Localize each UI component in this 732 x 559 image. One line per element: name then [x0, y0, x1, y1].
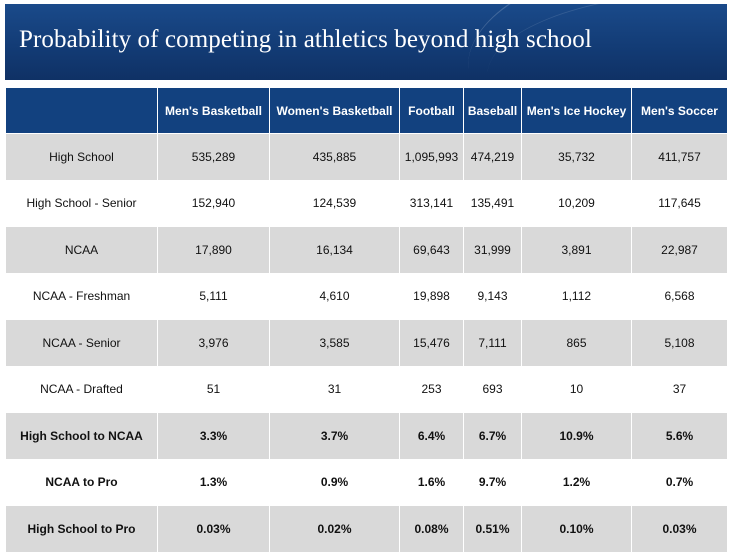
table-cell: 4,610 — [269, 272, 400, 320]
table-cell: 474,219 — [463, 133, 522, 181]
table-cell: 7,111 — [463, 319, 522, 367]
table-row: High School to NCAA 3.3% 3.7% 6.4% 6.7% … — [5, 412, 728, 460]
table-cell: 0.7% — [631, 458, 728, 506]
table-cell: 0.51% — [463, 505, 522, 553]
table-cell: 693 — [463, 365, 522, 413]
row-label: High School to Pro — [5, 505, 158, 553]
table-cell: 117,645 — [631, 179, 728, 227]
table-cell: 31,999 — [463, 226, 522, 274]
table-cell: 6.7% — [463, 412, 522, 460]
table-cell: 5,108 — [631, 319, 728, 367]
table-cell: 0.03% — [157, 505, 270, 553]
table-cell: 1.3% — [157, 458, 270, 506]
page-title: Probability of competing in athletics be… — [19, 26, 592, 53]
row-label: NCAA - Freshman — [5, 272, 158, 320]
table-cell: 3.3% — [157, 412, 270, 460]
table-cell: 10,209 — [521, 179, 632, 227]
table-cell: 9.7% — [463, 458, 522, 506]
table-cell: 1.6% — [399, 458, 464, 506]
table-cell: 69,643 — [399, 226, 464, 274]
table-row: NCAA - Senior 3,976 3,585 15,476 7,111 8… — [5, 319, 728, 367]
table-cell: 152,940 — [157, 179, 270, 227]
header-football: Football — [399, 87, 464, 134]
table-row: NCAA 17,890 16,134 69,643 31,999 3,891 2… — [5, 226, 728, 274]
row-label: NCAA to Pro — [5, 458, 158, 506]
table-cell: 435,885 — [269, 133, 400, 181]
table-cell: 411,757 — [631, 133, 728, 181]
header-womens-basketball: Women's Basketball — [269, 87, 400, 134]
table-cell: 0.03% — [631, 505, 728, 553]
table-cell: 5.6% — [631, 412, 728, 460]
table-cell: 51 — [157, 365, 270, 413]
table-cell: 31 — [269, 365, 400, 413]
row-label: High School - Senior — [5, 179, 158, 227]
table-cell: 0.10% — [521, 505, 632, 553]
table-cell: 0.02% — [269, 505, 400, 553]
table-cell: 0.9% — [269, 458, 400, 506]
table-cell: 3,585 — [269, 319, 400, 367]
table-row: NCAA - Drafted 51 31 253 693 10 37 — [5, 365, 728, 413]
table-cell: 535,289 — [157, 133, 270, 181]
header-mens-basketball: Men's Basketball — [157, 87, 270, 134]
row-label: NCAA — [5, 226, 158, 274]
row-label: High School to NCAA — [5, 412, 158, 460]
row-label: High School — [5, 133, 158, 181]
table-cell: 9,143 — [463, 272, 522, 320]
table-row: NCAA - Freshman 5,111 4,610 19,898 9,143… — [5, 272, 728, 320]
probability-table: Men's Basketball Women's Basketball Foot… — [5, 87, 728, 553]
table-cell: 6.4% — [399, 412, 464, 460]
row-label: NCAA - Senior — [5, 319, 158, 367]
table-cell: 19,898 — [399, 272, 464, 320]
table-cell: 10.9% — [521, 412, 632, 460]
table-cell: 16,134 — [269, 226, 400, 274]
table-header-row: Men's Basketball Women's Basketball Foot… — [5, 87, 728, 134]
table-cell: 15,476 — [399, 319, 464, 367]
row-label: NCAA - Drafted — [5, 365, 158, 413]
title-banner: Probability of competing in athletics be… — [5, 4, 727, 80]
table-cell: 5,111 — [157, 272, 270, 320]
table-cell: 3.7% — [269, 412, 400, 460]
header-mens-ice-hockey: Men's Ice Hockey — [521, 87, 632, 134]
table-cell: 3,891 — [521, 226, 632, 274]
table-cell: 10 — [521, 365, 632, 413]
table-row: High School 535,289 435,885 1,095,993 47… — [5, 133, 728, 181]
header-baseball: Baseball — [463, 87, 522, 134]
table-cell: 1,112 — [521, 272, 632, 320]
table-cell: 1,095,993 — [399, 133, 464, 181]
table-row: High School - Senior 152,940 124,539 313… — [5, 179, 728, 227]
table-cell: 17,890 — [157, 226, 270, 274]
table-cell: 22,987 — [631, 226, 728, 274]
header-mens-soccer: Men's Soccer — [631, 87, 728, 134]
table-cell: 135,491 — [463, 179, 522, 227]
table-cell: 35,732 — [521, 133, 632, 181]
table-cell: 6,568 — [631, 272, 728, 320]
table-cell: 0.08% — [399, 505, 464, 553]
table-cell: 37 — [631, 365, 728, 413]
table-cell: 865 — [521, 319, 632, 367]
table-row: NCAA to Pro 1.3% 0.9% 1.6% 9.7% 1.2% 0.7… — [5, 458, 728, 506]
table-cell: 313,141 — [399, 179, 464, 227]
table-cell: 3,976 — [157, 319, 270, 367]
table-cell: 1.2% — [521, 458, 632, 506]
header-corner — [5, 87, 158, 134]
table-cell: 124,539 — [269, 179, 400, 227]
table-row: High School to Pro 0.03% 0.02% 0.08% 0.5… — [5, 505, 728, 553]
table-cell: 253 — [399, 365, 464, 413]
